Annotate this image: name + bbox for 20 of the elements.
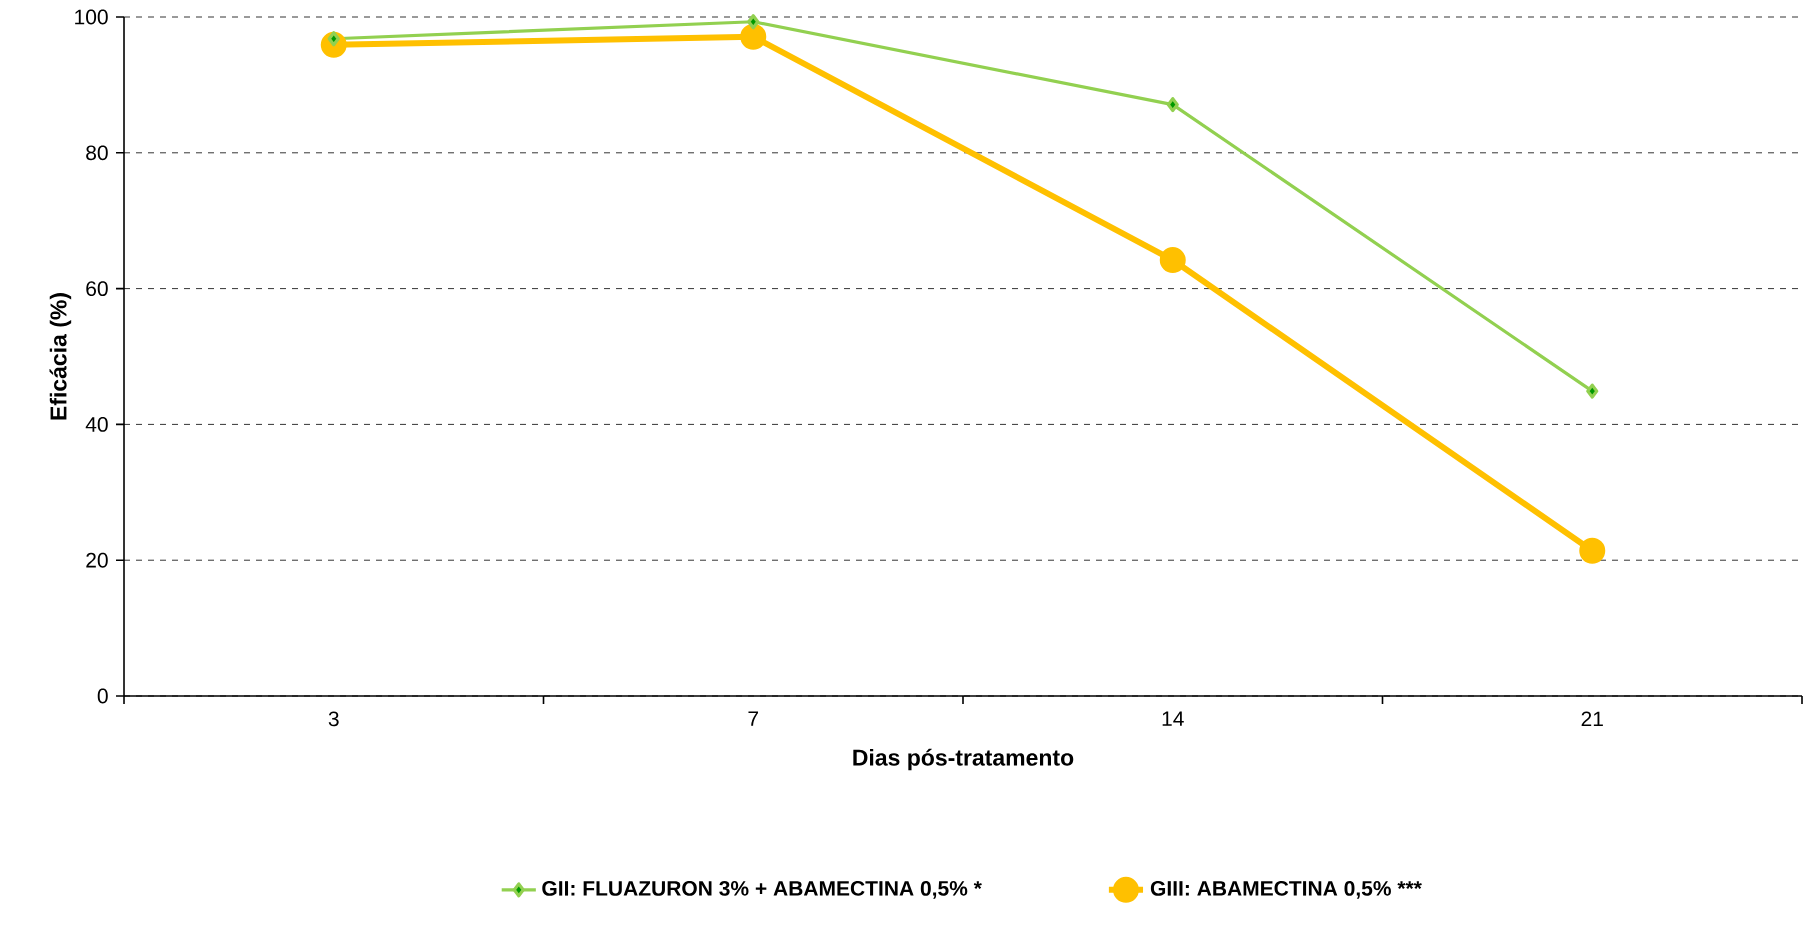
y-tick-label: 100 <box>75 9 108 25</box>
y-tick-label: 80 <box>86 145 108 161</box>
legend-label: GIII: ABAMECTINA 0,5% *** <box>1150 880 1422 899</box>
x-axis-title: Dias pós-tratamento <box>853 748 1074 771</box>
y-tick-label: 60 <box>86 281 108 297</box>
point <box>1579 537 1606 564</box>
legend-label: GII: FLUAZURON 3% + ABAMECTINA 0,5% * <box>542 880 982 899</box>
point <box>740 23 767 50</box>
y-axis-title: Eficácia (%) <box>49 293 72 420</box>
y-tick-label: 40 <box>85 416 108 432</box>
point <box>1166 96 1179 113</box>
point <box>747 14 760 30</box>
x-tick-label: 3 <box>328 711 339 727</box>
x-tick-label: 14 <box>1162 711 1184 726</box>
y-tick-label: 20 <box>86 552 108 568</box>
point <box>1159 247 1186 274</box>
point <box>1586 383 1599 399</box>
y-tick-label: 0 <box>97 688 108 704</box>
x-tick-label: 7 <box>748 711 759 726</box>
x-tick-label: 21 <box>1581 711 1603 727</box>
